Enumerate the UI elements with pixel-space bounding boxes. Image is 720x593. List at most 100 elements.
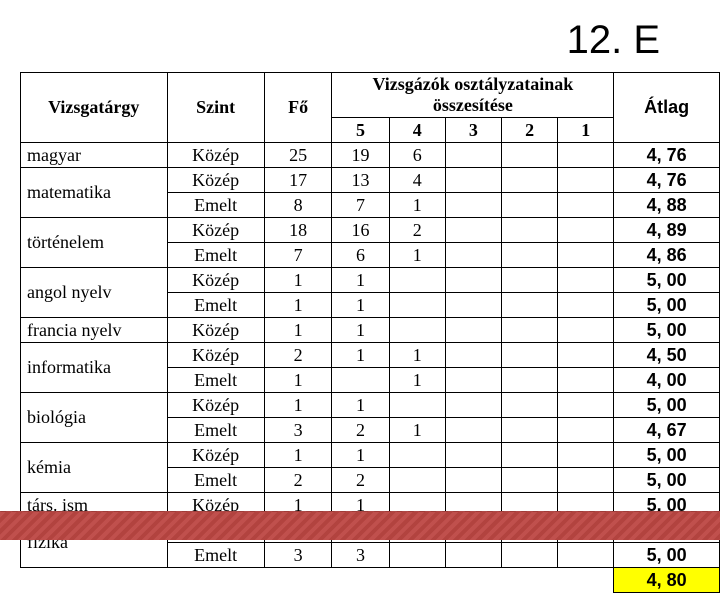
cell xyxy=(445,243,501,268)
cell xyxy=(558,418,614,443)
cell xyxy=(501,368,557,393)
cell: Emelt xyxy=(167,193,264,218)
subject-cell: biológia xyxy=(21,393,168,443)
cell xyxy=(558,168,614,193)
cell xyxy=(445,318,501,343)
cell xyxy=(389,318,445,343)
cell: 2 xyxy=(264,343,332,368)
table-row: matematikaKözép171344, 76 xyxy=(21,168,720,193)
cell xyxy=(558,543,614,568)
total-row: 4, 80 xyxy=(21,568,720,593)
cell: 4, 86 xyxy=(614,243,720,268)
cell xyxy=(389,393,445,418)
cell xyxy=(558,218,614,243)
cell: Emelt xyxy=(167,368,264,393)
cell: Közép xyxy=(167,393,264,418)
cell xyxy=(501,468,557,493)
table-row: angol nyelvKözép115, 00 xyxy=(21,268,720,293)
footer-stripe xyxy=(0,511,720,540)
cell: 5, 00 xyxy=(614,393,720,418)
col-g1: 1 xyxy=(558,118,614,143)
cell: 4, 00 xyxy=(614,368,720,393)
cell: 1 xyxy=(264,268,332,293)
cell: Közép xyxy=(167,443,264,468)
cell: 1 xyxy=(264,443,332,468)
table-row: történelemKözép181624, 89 xyxy=(21,218,720,243)
page-title: 12. E xyxy=(567,18,660,63)
cell: 1 xyxy=(332,393,389,418)
cell xyxy=(501,443,557,468)
cell xyxy=(558,243,614,268)
cell: 4, 50 xyxy=(614,343,720,368)
subject-cell: angol nyelv xyxy=(21,268,168,318)
cell: 1 xyxy=(332,443,389,468)
cell: 5, 00 xyxy=(614,318,720,343)
cell xyxy=(389,543,445,568)
cell: 1 xyxy=(264,318,332,343)
cell xyxy=(445,543,501,568)
cell xyxy=(558,268,614,293)
cell xyxy=(501,418,557,443)
cell xyxy=(445,468,501,493)
subject-cell: matematika xyxy=(21,168,168,218)
cell xyxy=(558,193,614,218)
cell xyxy=(445,293,501,318)
cell: Közép xyxy=(167,318,264,343)
cell: 1 xyxy=(332,343,389,368)
cell: 13 xyxy=(332,168,389,193)
cell xyxy=(501,168,557,193)
cell xyxy=(501,193,557,218)
cell: 6 xyxy=(389,143,445,168)
cell: Közép xyxy=(167,168,264,193)
cell: 2 xyxy=(332,468,389,493)
cell: 6 xyxy=(332,243,389,268)
cell xyxy=(332,368,389,393)
cell: 4 xyxy=(389,168,445,193)
cell xyxy=(501,243,557,268)
cell xyxy=(445,418,501,443)
cell xyxy=(445,393,501,418)
cell: 5, 00 xyxy=(614,468,720,493)
cell xyxy=(389,293,445,318)
col-avg: Átlag xyxy=(614,73,720,143)
cell xyxy=(501,143,557,168)
cell xyxy=(558,443,614,468)
cell: 4, 76 xyxy=(614,168,720,193)
cell xyxy=(501,268,557,293)
col-dist: Vizsgázók osztályzatainak összesítése xyxy=(332,73,614,118)
cell: 1 xyxy=(264,393,332,418)
cell: 7 xyxy=(264,243,332,268)
col-subject: Vizsgatárgy xyxy=(21,73,168,143)
table-row: francia nyelvKözép115, 00 xyxy=(21,318,720,343)
cell xyxy=(389,268,445,293)
cell: Emelt xyxy=(167,293,264,318)
table-row: informatikaKözép2114, 50 xyxy=(21,343,720,368)
cell xyxy=(558,318,614,343)
cell: Közép xyxy=(167,143,264,168)
cell xyxy=(445,218,501,243)
col-count: Fő xyxy=(264,73,332,143)
blank-cell xyxy=(21,568,614,593)
cell xyxy=(445,143,501,168)
cell xyxy=(445,443,501,468)
cell: 2 xyxy=(264,468,332,493)
cell: 1 xyxy=(332,318,389,343)
cell xyxy=(558,143,614,168)
cell: 1 xyxy=(332,268,389,293)
subject-cell: francia nyelv xyxy=(21,318,168,343)
cell xyxy=(501,393,557,418)
cell: 1 xyxy=(389,243,445,268)
cell xyxy=(389,443,445,468)
cell: 1 xyxy=(389,418,445,443)
cell xyxy=(445,368,501,393)
cell: 25 xyxy=(264,143,332,168)
cell xyxy=(558,293,614,318)
cell: Emelt xyxy=(167,418,264,443)
cell: 19 xyxy=(332,143,389,168)
cell: 1 xyxy=(389,368,445,393)
cell xyxy=(501,543,557,568)
cell xyxy=(501,318,557,343)
cell: 5, 00 xyxy=(614,293,720,318)
cell: 3 xyxy=(264,543,332,568)
cell: Emelt xyxy=(167,243,264,268)
